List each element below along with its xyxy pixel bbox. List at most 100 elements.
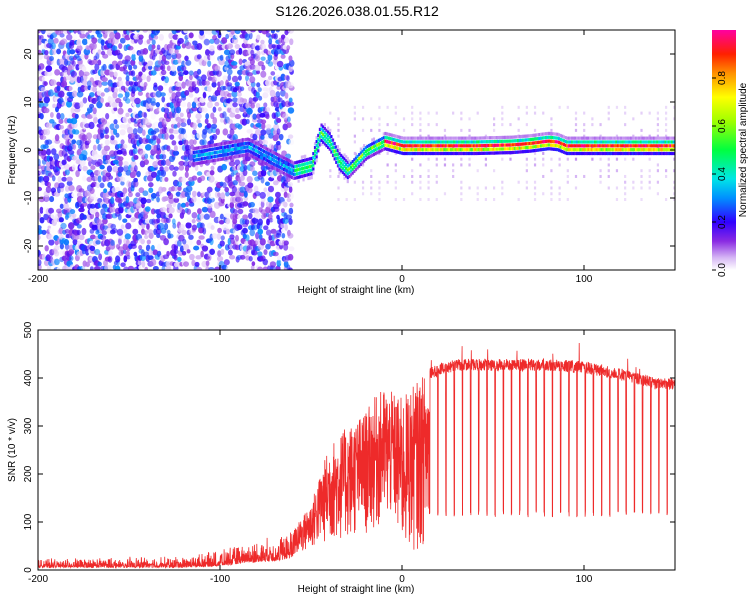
spectrogram-cell	[191, 190, 197, 197]
spectrogram-cell	[630, 136, 633, 140]
spectrogram-cell	[492, 151, 495, 155]
spectrogram-cell	[261, 160, 264, 164]
colorbar-label: Normalized spectral amplitude	[738, 82, 749, 217]
spectrogram-cell	[160, 159, 167, 166]
spectrogram-cell	[549, 143, 552, 147]
spectrogram-cell	[551, 136, 554, 140]
spectrogram-cell	[168, 128, 174, 134]
spectrogram-cell	[281, 232, 286, 239]
spectrogram-cell	[194, 146, 197, 151]
spectrogram-cell	[40, 135, 47, 141]
spectrogram-cell	[632, 117, 635, 121]
spectrogram-cell	[39, 217, 45, 224]
spectrogram-cell	[95, 239, 101, 245]
spectrogram-cell	[48, 207, 55, 214]
spectrogram-cell	[377, 142, 380, 146]
spectrogram-cell	[543, 143, 546, 148]
spectrogram-cell	[616, 136, 620, 140]
x-tick-label: -200	[28, 574, 48, 585]
spectrogram-cell	[613, 144, 616, 148]
spectrogram-cell	[38, 186, 43, 192]
spectrogram-cell	[279, 158, 282, 162]
spectrogram-cell	[268, 217, 274, 223]
spectrogram-cell	[669, 140, 672, 144]
spectrogram-cell	[423, 144, 426, 148]
spectrogram-cell	[452, 174, 455, 178]
spectrogram-cell	[71, 60, 76, 67]
spectrogram-cell	[523, 149, 526, 154]
spectrogram-cell	[515, 139, 518, 143]
spectrogram-cell	[371, 142, 374, 146]
spectrogram-cell	[276, 152, 279, 156]
spectrogram-cell	[453, 144, 456, 148]
spectrogram-cell	[395, 142, 399, 146]
spectrogram-cell	[341, 155, 344, 159]
spectrogram-cell	[127, 265, 134, 270]
spectrogram-cell	[490, 136, 494, 140]
spectrogram-cell	[302, 162, 305, 167]
spectrogram-cell	[151, 39, 156, 46]
spectrogram-cell	[168, 32, 174, 40]
spectrogram-cell	[199, 175, 206, 182]
spectrogram-cell	[193, 97, 199, 104]
spectrogram-cell	[654, 148, 657, 152]
spectrogram-cell	[263, 139, 268, 146]
spectrogram-cell	[328, 132, 331, 136]
spectrogram-cell	[336, 164, 340, 168]
spectrogram-cell	[168, 213, 173, 219]
spectrogram-cell	[265, 243, 271, 250]
spectrogram-cell	[330, 146, 333, 150]
spectrogram-cell	[624, 174, 627, 178]
spectrogram-cell	[117, 93, 124, 98]
spectrogram-cell	[526, 142, 530, 146]
spectrogram-cell	[55, 208, 62, 214]
spectrogram-cell	[245, 137, 248, 142]
spectrogram-cell	[249, 58, 255, 66]
spectrogram-cell	[226, 68, 233, 76]
spectrogram-cell	[533, 198, 537, 201]
spectrogram-cell	[460, 198, 463, 201]
spectrogram-cell	[378, 180, 381, 184]
spectrogram-cell	[402, 151, 405, 156]
spectrogram-cell	[323, 142, 326, 146]
spectrogram-cell	[495, 139, 498, 144]
spectrogram-cell	[413, 136, 417, 140]
spectrogram-cell	[574, 157, 578, 161]
spectrogram-cell	[379, 149, 382, 153]
spectrogram-cell	[142, 190, 149, 197]
spectrogram-cell	[558, 186, 561, 190]
spectrogram-cell	[153, 35, 159, 40]
spectrogram-cell	[435, 198, 438, 201]
spectrogram-cell	[60, 38, 68, 45]
spectrogram-cell	[166, 229, 171, 235]
spectrogram-cell	[125, 112, 130, 118]
spectrogram-cell	[492, 136, 495, 140]
spectrogram-cell	[364, 157, 367, 161]
spectrogram-cell	[517, 150, 520, 154]
spectrogram-cell	[199, 145, 202, 150]
spectrogram-cell	[171, 140, 177, 146]
spectrogram-cell	[428, 140, 431, 144]
spectrogram-cell	[211, 81, 217, 88]
spectrogram-cell	[633, 136, 636, 140]
spectrogram-cell	[191, 101, 197, 109]
spectrogram-cell	[346, 160, 349, 164]
spectrogram-cell	[408, 151, 412, 156]
spectrogram-cell	[659, 140, 662, 144]
spectrogram-cell	[315, 155, 318, 159]
spectrogram-cell	[109, 71, 115, 78]
spectrogram-cell	[254, 153, 258, 157]
spectrogram-cell	[648, 136, 651, 140]
spectrogram-cell	[181, 81, 186, 89]
spectrogram-cell	[257, 87, 262, 93]
spectrogram-cell	[117, 197, 123, 204]
spectrogram-cell	[197, 68, 202, 75]
spectrogram-cell	[390, 141, 394, 145]
spectrogram-cell	[567, 136, 571, 140]
spectrogram-cell	[152, 135, 159, 140]
spectrogram-cell	[149, 97, 156, 104]
spectrogram-cell	[117, 156, 124, 162]
spectrogram-cell	[50, 187, 57, 194]
spectrogram-cell	[258, 150, 261, 155]
spectrogram-cell	[501, 111, 504, 115]
